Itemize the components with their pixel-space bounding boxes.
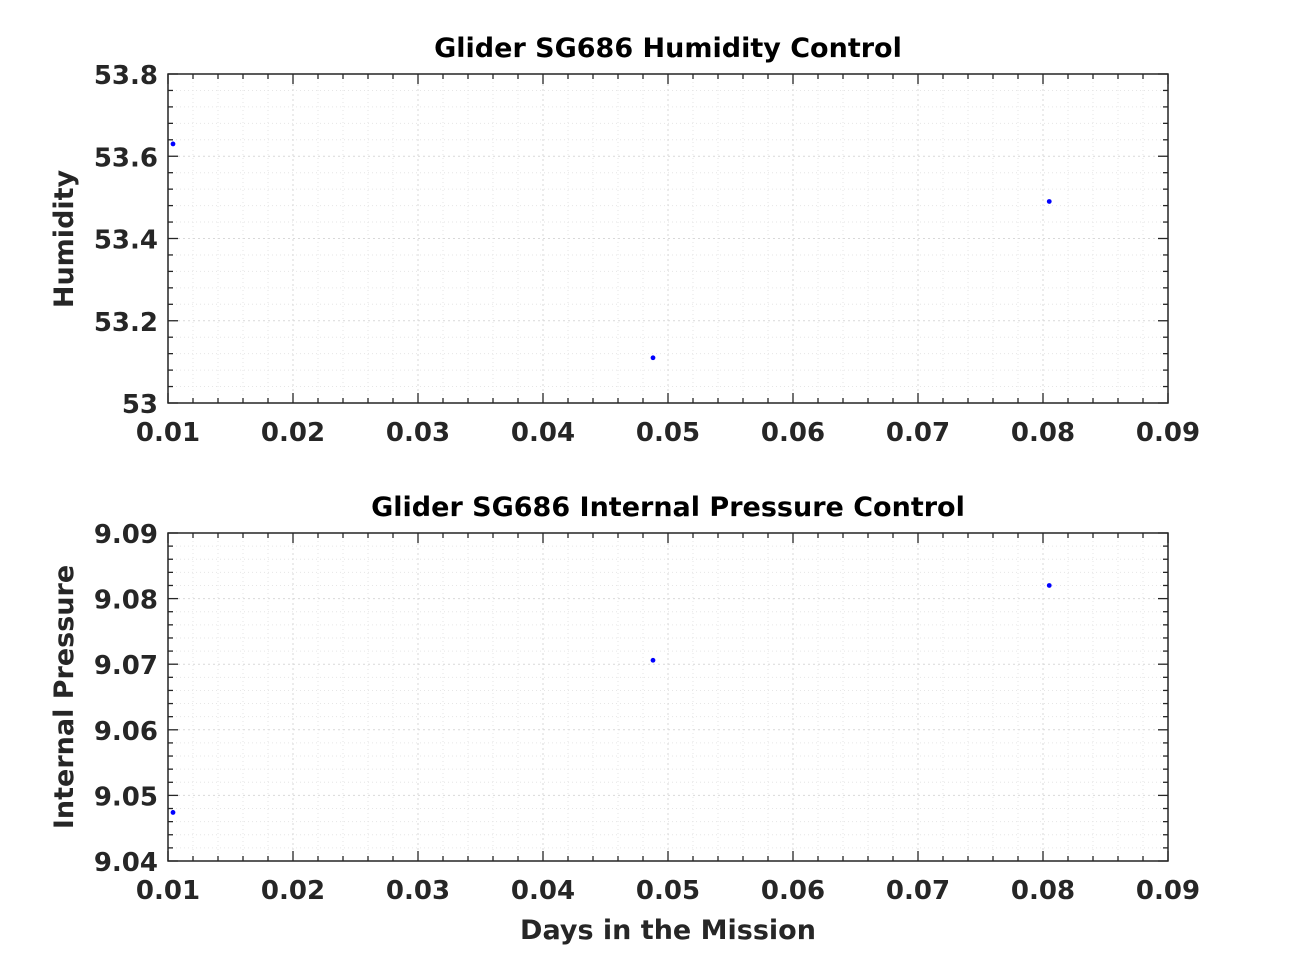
humidity-x-tick-label: 0.03 [386, 418, 450, 448]
pressure-chart-title: Glider SG686 Internal Pressure Control [371, 492, 965, 523]
humidity-x-tick-label: 0.07 [886, 418, 950, 448]
humidity-chart-title: Glider SG686 Humidity Control [434, 33, 902, 64]
pressure-x-tick-label: 0.02 [261, 876, 325, 906]
pressure-y-tick-labels: 9.04 9.05 9.06 9.07 9.08 9.09 [94, 520, 158, 878]
humidity-y-tick-label: 53.8 [94, 61, 158, 91]
humidity-x-tick-label: 0.02 [261, 418, 325, 448]
humidity-data-point [1046, 199, 1052, 204]
pressure-data-point [650, 657, 656, 663]
humidity-y-axis-label: Humidity [49, 169, 80, 308]
humidity-y-tick-labels: 53 53.2 53.4 53.6 53.8 [94, 61, 158, 420]
pressure-x-tick-labels: 0.01 0.02 0.03 0.04 0.05 0.06 0.07 0.08 0.09 [136, 876, 1200, 906]
pressure-y-tick-label: 9.04 [94, 848, 158, 878]
humidity-y-tick-label: 53.2 [94, 308, 158, 338]
humidity-data-points [170, 141, 1052, 361]
pressure-x-tick-label: 0.06 [761, 876, 825, 906]
humidity-x-tick-label: 0.04 [511, 418, 575, 448]
pressure-x-tick-label: 0.08 [1011, 876, 1075, 906]
pressure-x-tick-label: 0.05 [636, 876, 700, 906]
pressure-data-point [170, 810, 176, 815]
pressure-x-axis-label: Days in the Mission [520, 915, 816, 946]
pressure-axes-border [167, 532, 1169, 862]
humidity-major-grid [168, 74, 1168, 403]
pressure-x-tick-label: 0.09 [1136, 876, 1200, 906]
pressure-y-tick-label: 9.06 [94, 717, 158, 747]
humidity-y-tick-label: 53.4 [94, 226, 158, 256]
humidity-x-tick-label: 0.01 [136, 418, 200, 448]
humidity-y-tick-label: 53.6 [94, 143, 158, 173]
pressure-major-grid [168, 533, 1168, 861]
pressure-tick-marks [167, 532, 1169, 862]
humidity-x-tick-label: 0.09 [1136, 418, 1200, 448]
humidity-data-point [650, 355, 656, 361]
pressure-plot-area [167, 532, 1169, 862]
humidity-x-tick-label: 0.05 [636, 418, 700, 448]
humidity-axes-border [167, 73, 1169, 404]
pressure-x-tick-label: 0.04 [511, 876, 575, 906]
pressure-y-tick-label: 9.05 [94, 782, 158, 812]
humidity-chart: 0.01 0.02 0.03 0.04 0.05 0.06 0.07 0.08 0.09 535… [49, 33, 1200, 448]
pressure-y-tick-label: 9.07 [94, 651, 158, 681]
humidity-x-tick-label: 0.06 [761, 418, 825, 448]
pressure-x-tick-label: 0.03 [386, 876, 450, 906]
pressure-chart: 0.01 0.02 0.03 0.04 0.05 0.06 0.07 0.08 0.09 9.0… [49, 492, 1200, 946]
humidity-data-point [170, 141, 176, 147]
pressure-data-points [170, 583, 1052, 815]
pressure-x-tick-label: 0.01 [136, 876, 200, 906]
pressure-data-point [1046, 583, 1052, 588]
pressure-y-tick-label: 9.08 [94, 586, 158, 616]
pressure-y-tick-label: 9.09 [94, 520, 158, 550]
humidity-y-tick-label: 53 [122, 390, 158, 420]
humidity-x-tick-labels: 0.01 0.02 0.03 0.04 0.05 0.06 0.07 0.08 0.09 [136, 418, 1200, 448]
pressure-y-axis-label: Internal Pressure [49, 565, 80, 829]
pressure-x-tick-label: 0.07 [886, 876, 950, 906]
humidity-x-tick-label: 0.08 [1011, 418, 1075, 448]
